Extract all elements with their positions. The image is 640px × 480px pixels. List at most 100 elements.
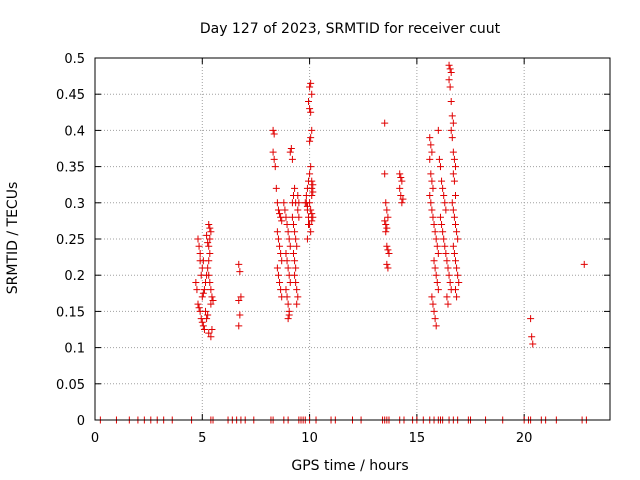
data-point (449, 170, 457, 178)
data-point (447, 126, 455, 134)
data-point (384, 246, 392, 254)
data-point (209, 297, 217, 305)
data-point (195, 304, 203, 312)
data-point (292, 235, 300, 243)
data-point (235, 260, 243, 268)
data-point (450, 213, 458, 221)
data-point (273, 264, 281, 272)
data-point (442, 206, 450, 214)
y-tick-label: 0.4 (64, 124, 85, 139)
data-point (205, 242, 213, 250)
data-point (289, 221, 297, 229)
data-point (236, 268, 244, 276)
data-point (427, 141, 435, 149)
y-tick-label: 0.2 (64, 269, 85, 284)
data-point (454, 271, 462, 279)
data-point (308, 126, 316, 134)
data-point (208, 326, 216, 333)
data-point (282, 249, 290, 257)
data-point (292, 264, 300, 272)
data-point (383, 206, 391, 214)
y-tick-label: 0.1 (64, 342, 85, 357)
data-point (452, 221, 459, 229)
data-point (204, 311, 212, 319)
y-tick-label: 0.3 (64, 197, 85, 212)
data-point (453, 293, 461, 301)
y-tick-label: 0.05 (56, 378, 85, 393)
data-point (295, 199, 303, 207)
data-point (384, 213, 392, 221)
data-point (269, 148, 277, 156)
data-point (430, 307, 438, 315)
data-point (447, 68, 455, 76)
data-point (442, 249, 450, 257)
data-point (309, 188, 317, 196)
data-point (274, 206, 282, 214)
data-point (431, 228, 439, 236)
data-point (396, 170, 404, 178)
data-point (193, 286, 201, 294)
data-point (449, 119, 457, 127)
data-point (206, 249, 214, 257)
data-point (396, 184, 404, 192)
data-point (448, 134, 456, 142)
data-point (446, 83, 454, 91)
data-point (303, 235, 311, 243)
data-point (293, 300, 301, 308)
data-point (281, 206, 289, 214)
data-point (441, 242, 449, 250)
data-point (276, 210, 284, 218)
grid-lines (95, 58, 610, 420)
data-points (96, 61, 590, 424)
data-point (427, 170, 435, 178)
data-point (291, 228, 299, 236)
data-point (235, 297, 243, 305)
data-point (431, 315, 439, 323)
data-point (428, 206, 436, 214)
data-point (449, 242, 457, 250)
data-point (449, 206, 457, 214)
data-point (450, 155, 458, 163)
data-point (434, 286, 442, 294)
data-point (443, 293, 451, 301)
data-point (382, 199, 390, 207)
data-point (199, 322, 207, 330)
data-point (381, 170, 389, 178)
data-point (270, 130, 278, 138)
data-point (307, 79, 315, 87)
data-point (207, 228, 215, 236)
y-tick-label: 0.15 (56, 305, 85, 320)
x-tick-label: 15 (409, 431, 426, 446)
data-point (308, 177, 316, 185)
data-point (274, 271, 282, 279)
data-point (432, 322, 440, 330)
data-point (435, 155, 443, 163)
y-tick-label: 0.45 (56, 88, 85, 103)
data-point (444, 264, 452, 272)
data-point (199, 289, 207, 297)
data-point (276, 242, 284, 250)
data-point (428, 177, 436, 185)
data-point (429, 213, 437, 221)
data-point (192, 278, 200, 286)
data-point (278, 217, 286, 225)
data-point (305, 221, 313, 229)
data-point (196, 249, 204, 257)
data-point (293, 286, 301, 294)
y-tick-label: 0 (77, 414, 85, 429)
data-point (307, 163, 315, 171)
data-point (199, 257, 207, 265)
plot-frame (94, 57, 611, 421)
data-point (528, 333, 536, 341)
data-point (287, 145, 295, 152)
data-point (452, 286, 459, 294)
data-point (432, 235, 440, 243)
data-point (306, 105, 314, 113)
data-point (448, 199, 456, 207)
data-point (283, 293, 291, 301)
data-point (283, 257, 291, 265)
x-tick-label: 0 (91, 431, 99, 446)
data-point (397, 173, 405, 181)
data-point (431, 264, 439, 272)
